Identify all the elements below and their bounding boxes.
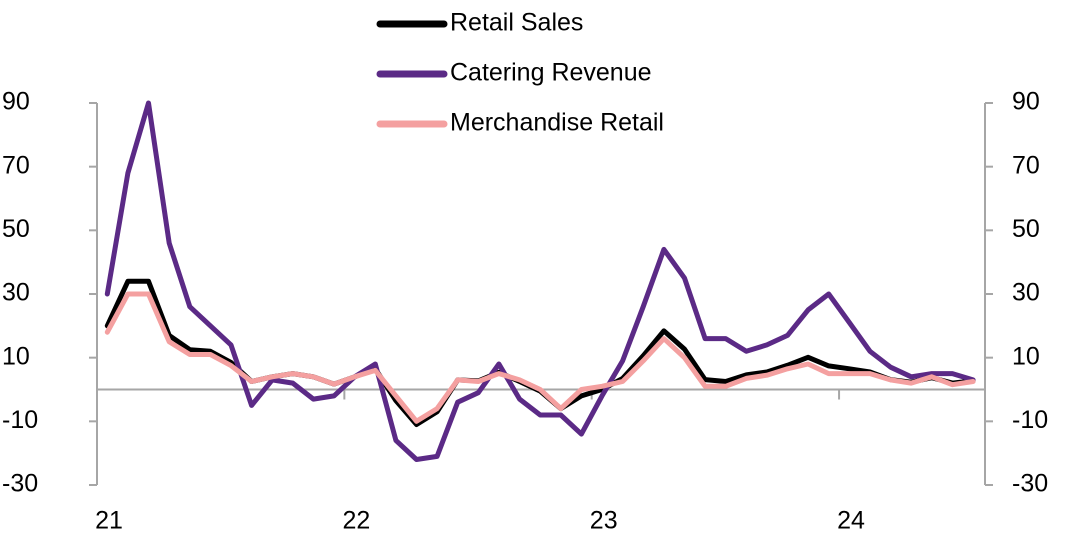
x-tick-label: 23 <box>590 507 618 535</box>
y-tick-label: 30 <box>2 279 30 307</box>
y-tick-label: -10 <box>2 406 38 434</box>
y-tick-label: 10 <box>2 342 30 370</box>
legend-label: Merchandise Retail <box>450 109 664 137</box>
y2-tick-label: -30 <box>1012 470 1048 498</box>
y2-tick-label: 90 <box>1012 88 1040 116</box>
y-tick-label: 90 <box>2 88 30 116</box>
x-tick-label: 21 <box>95 507 123 535</box>
x-tick-label: 22 <box>342 507 370 535</box>
series-line <box>107 103 973 460</box>
series-line <box>107 281 973 424</box>
y2-tick-label: 50 <box>1012 215 1040 243</box>
legend-label: Retail Sales <box>450 9 583 37</box>
y2-tick-label: -10 <box>1012 406 1048 434</box>
y2-tick-label: 70 <box>1012 151 1040 179</box>
y2-tick-label: 10 <box>1012 342 1040 370</box>
y-tick-label: -30 <box>2 470 38 498</box>
y2-tick-label: 30 <box>1012 279 1040 307</box>
y-tick-label: 70 <box>2 151 30 179</box>
x-tick-label: 24 <box>837 507 865 535</box>
legend-label: Catering Revenue <box>450 59 652 87</box>
chart: -30 -10 10 30 50 70 90 -30 -10 10 30 50 70 90 21 22 23 24… <box>0 0 1080 539</box>
y-tick-label: 50 <box>2 215 30 243</box>
